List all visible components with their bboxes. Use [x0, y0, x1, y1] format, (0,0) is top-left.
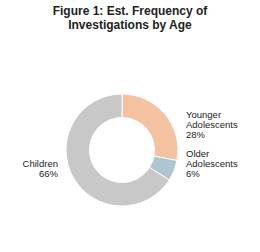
slice-label-line: Older	[186, 147, 209, 158]
data-label: 28%	[186, 129, 206, 140]
slice-label-line: Adolescents	[186, 119, 238, 130]
chart-title-line: Investigations by Age	[68, 18, 192, 32]
labels: YoungerAdolescents28%OlderAdolescents6%C…	[23, 108, 238, 179]
chart-title: Figure 1: Est. Frequency ofInvestigation…	[53, 4, 209, 32]
slices	[66, 94, 178, 206]
slice-label-line: Adolescents	[186, 158, 238, 169]
data-label: 66%	[39, 168, 59, 179]
slice-label: Children	[23, 157, 58, 168]
slice-label-line: Younger	[186, 108, 221, 119]
slice-label-line: Children	[23, 157, 58, 168]
slice-label: OlderAdolescents	[186, 147, 238, 169]
slice-label: YoungerAdolescents	[186, 108, 238, 130]
chart-title-line: Figure 1: Est. Frequency of	[53, 4, 209, 18]
chart-container: Figure 1: Est. Frequency ofInvestigation…	[0, 0, 260, 252]
data-label: 6%	[186, 168, 200, 179]
slice	[66, 94, 169, 206]
slice	[122, 94, 178, 160]
chart-svg: Figure 1: Est. Frequency ofInvestigation…	[0, 0, 260, 252]
